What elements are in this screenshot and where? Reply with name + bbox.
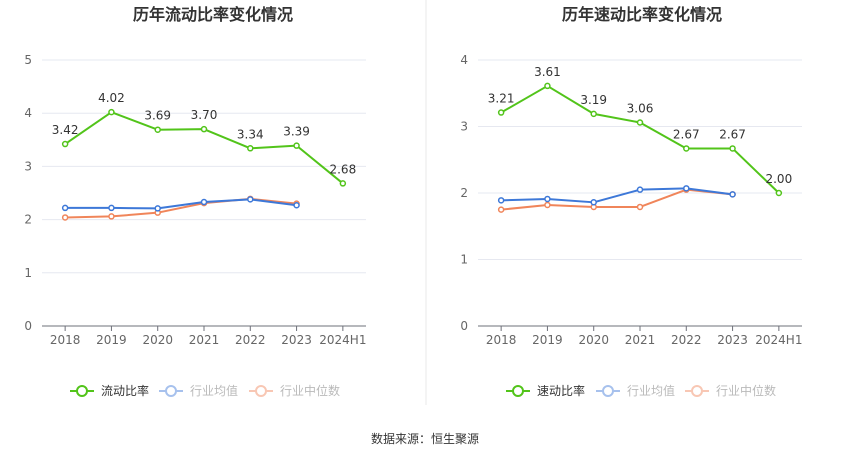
data-point xyxy=(61,140,69,148)
data-label: 3.21 xyxy=(488,92,515,106)
data-point xyxy=(590,199,597,206)
data-label: 3.19 xyxy=(580,93,607,107)
data-point xyxy=(61,214,69,221)
x-tick-label: 2020 xyxy=(142,333,173,347)
series-line-2 xyxy=(501,187,733,204)
x-tick-label: 2023 xyxy=(281,333,312,347)
data-label: 3.06 xyxy=(627,102,654,116)
data-point xyxy=(590,110,597,118)
legend-marker xyxy=(255,385,267,397)
x-tick-label: 2022 xyxy=(235,333,266,347)
legend-label: 行业中位数 xyxy=(280,383,340,398)
legend-marker xyxy=(512,385,524,397)
data-point xyxy=(636,203,644,211)
data-point xyxy=(108,213,115,220)
data-label: 3.39 xyxy=(283,125,310,139)
y-tick-label: 2 xyxy=(24,213,32,227)
x-tick-label: 2019 xyxy=(532,333,563,347)
y-tick-label: 0 xyxy=(460,319,468,333)
data-point xyxy=(636,119,644,126)
legend-item-2[interactable]: 行业均值 xyxy=(596,383,675,398)
legend-marker xyxy=(165,385,177,397)
y-tick-label: 4 xyxy=(24,106,32,120)
data-label: 3.61 xyxy=(534,65,561,79)
data-point xyxy=(497,197,505,204)
legend-label: 行业均值 xyxy=(627,383,675,398)
data-point xyxy=(729,145,736,152)
data-label: 3.34 xyxy=(237,127,264,141)
legend-item-2[interactable]: 行业均值 xyxy=(159,383,238,398)
x-tick-label: 2021 xyxy=(625,333,656,347)
y-tick-label: 5 xyxy=(24,53,32,67)
legend-item-1[interactable]: 速动比率 xyxy=(506,383,585,398)
data-point xyxy=(339,180,347,187)
data-point xyxy=(154,205,161,212)
data-point xyxy=(497,109,505,116)
data-point xyxy=(683,185,690,192)
data-label: 2.67 xyxy=(673,127,700,141)
data-label: 3.69 xyxy=(144,109,171,123)
data-point xyxy=(544,82,551,90)
data-label: 2.67 xyxy=(719,127,746,141)
legend-label: 流动比率 xyxy=(101,383,149,398)
data-label: 4.02 xyxy=(98,91,125,105)
series-line-1 xyxy=(64,111,344,185)
data-point xyxy=(108,108,115,116)
x-tick-label: 2021 xyxy=(189,333,220,347)
legend-item-3[interactable]: 行业中位数 xyxy=(249,383,340,398)
data-point xyxy=(247,145,254,152)
chart-title: 历年速动比率变化情况 xyxy=(562,5,722,24)
chart-panel-2: 历年速动比率变化情况 0 1 2 3 4 2018 2019 2020 2021 2022 2023 2… xyxy=(460,5,802,398)
x-tick-label: 2018 xyxy=(486,333,517,347)
data-point xyxy=(108,204,115,212)
data-point xyxy=(247,196,254,203)
y-tick-label: 1 xyxy=(460,253,468,267)
legend-marker xyxy=(76,385,88,397)
x-tick-label: 2020 xyxy=(578,333,609,347)
data-label: 2.68 xyxy=(329,162,356,176)
legend-label: 行业中位数 xyxy=(716,383,776,398)
data-point xyxy=(775,189,783,197)
x-tick-label: 2023 xyxy=(717,333,748,347)
data-point xyxy=(497,206,505,213)
data-point xyxy=(293,201,300,209)
y-tick-label: 2 xyxy=(460,186,468,200)
chart-panel-1: 历年流动比率变化情况 0 1 2 3 4 5 2018 2019 2020 2021 2022 2023… xyxy=(24,5,366,398)
legend-marker xyxy=(691,385,703,397)
data-point xyxy=(154,126,161,133)
data-point xyxy=(293,142,300,149)
data-point xyxy=(61,204,69,212)
legend-item-3[interactable]: 行业中位数 xyxy=(685,383,776,398)
data-label: 2.00 xyxy=(765,172,792,186)
x-tick-label: 2018 xyxy=(50,333,81,347)
legend-label: 行业均值 xyxy=(190,383,238,398)
data-label: 3.42 xyxy=(52,123,79,137)
data-point xyxy=(683,145,690,152)
y-tick-label: 4 xyxy=(460,53,468,67)
data-source-note: 数据来源：恒生聚源 xyxy=(371,431,479,446)
data-label: 3.70 xyxy=(191,108,218,122)
x-tick-label: 2024H1 xyxy=(755,333,802,347)
series-line-3 xyxy=(501,188,733,211)
data-point xyxy=(200,125,208,133)
y-tick-label: 3 xyxy=(460,120,468,134)
data-point xyxy=(544,201,551,209)
legend-marker xyxy=(602,385,614,397)
x-tick-label: 2024H1 xyxy=(319,333,366,347)
chart-title: 历年流动比率变化情况 xyxy=(133,5,293,24)
data-point xyxy=(544,195,551,203)
legend-label: 速动比率 xyxy=(537,383,585,398)
series-line-2 xyxy=(65,198,297,210)
legend-item-1[interactable]: 流动比率 xyxy=(70,383,149,398)
x-tick-label: 2019 xyxy=(96,333,127,347)
data-point xyxy=(200,198,208,206)
x-tick-label: 2022 xyxy=(671,333,702,347)
data-point xyxy=(729,191,736,198)
y-tick-label: 3 xyxy=(24,159,32,173)
y-tick-label: 1 xyxy=(24,266,32,280)
data-point xyxy=(636,186,644,193)
y-tick-label: 0 xyxy=(24,319,32,333)
